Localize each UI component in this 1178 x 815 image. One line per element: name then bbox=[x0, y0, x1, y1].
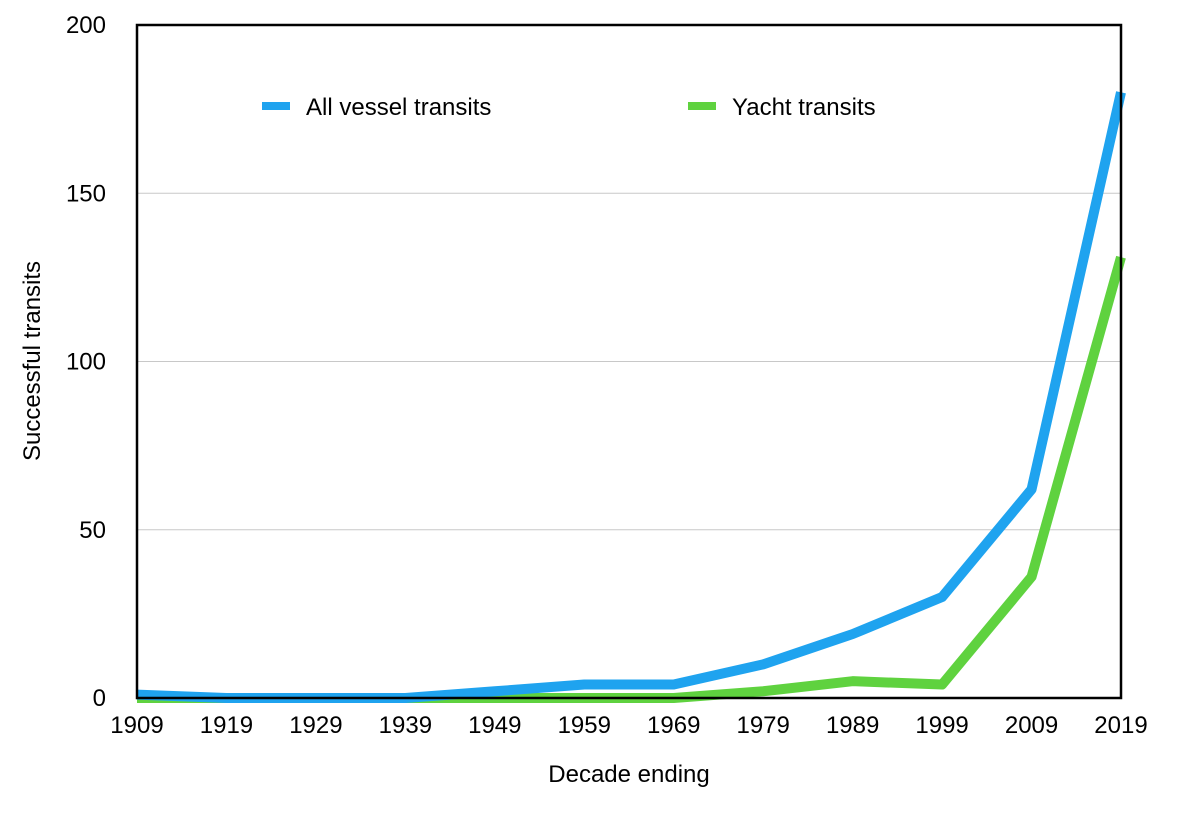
x-axis-ticks: 1909 1919 1929 1939 1949 1959 1969 1979 1989 1999… bbox=[110, 712, 1147, 739]
x-tick-label: 1939 bbox=[379, 712, 432, 739]
y-tick-label: 150 bbox=[66, 180, 106, 207]
x-tick-label: 1979 bbox=[736, 712, 789, 739]
legend-label: All vessel transits bbox=[306, 94, 491, 121]
series-line bbox=[137, 255, 1126, 703]
y-tick-label: 200 bbox=[66, 12, 106, 39]
x-axis-title: Decade ending bbox=[548, 761, 709, 788]
y-axis-title: Successful transits bbox=[19, 261, 46, 461]
series-lines bbox=[136, 91, 1126, 703]
y-tick-label: 0 bbox=[93, 685, 106, 712]
x-tick-label: 1989 bbox=[826, 712, 879, 739]
series-line bbox=[136, 91, 1126, 703]
x-tick-label: 1929 bbox=[289, 712, 342, 739]
y-tick-label: 50 bbox=[79, 517, 106, 544]
x-tick-label: 1999 bbox=[915, 712, 968, 739]
x-tick-label: 1909 bbox=[110, 712, 163, 739]
x-tick-label: 2019 bbox=[1094, 712, 1147, 739]
x-tick-label: 2009 bbox=[1005, 712, 1058, 739]
legend-label: Yacht transits bbox=[732, 94, 876, 121]
plot-area-frame bbox=[135, 23, 1123, 700]
x-tick-label: 1959 bbox=[558, 712, 611, 739]
x-tick-label: 1949 bbox=[468, 712, 521, 739]
y-tick-label: 100 bbox=[66, 349, 106, 376]
gridlines bbox=[137, 192, 1121, 531]
legend: All vessel transits Yacht transits bbox=[262, 94, 876, 121]
x-tick-label: 1969 bbox=[647, 712, 700, 739]
y-axis-ticks: 0 50 100 150 200 bbox=[66, 12, 106, 712]
x-tick-label: 1919 bbox=[200, 712, 253, 739]
